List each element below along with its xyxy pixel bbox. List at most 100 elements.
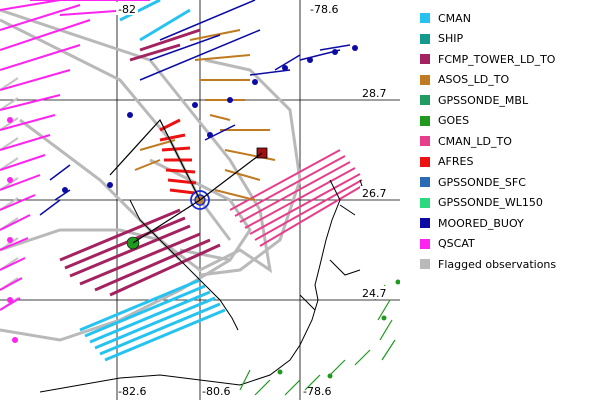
cman-ld-to-barbs	[229, 149, 363, 247]
lon-label-top-2: -78.6	[310, 3, 338, 16]
lat-label-1: 28.7	[362, 87, 387, 100]
goes-point	[327, 373, 333, 379]
legend: CMAN SHIP FCMP_TOWER_LD_TO ASOS_LD_TO GPSSON…	[420, 8, 598, 275]
legend-swatch	[420, 33, 430, 44]
legend-label: GOES	[438, 114, 470, 128]
legend-swatch	[420, 156, 430, 167]
moored-buoy-point	[192, 102, 198, 108]
cman-barbs-top	[119, 0, 191, 42]
moored-buoy-point	[107, 182, 113, 188]
moored-buoy-barbs-left	[39, 164, 71, 216]
qscat-point	[7, 117, 13, 123]
legend-swatch	[420, 95, 430, 106]
legend-item[interactable]: GPSSONDE_SFC	[420, 172, 598, 193]
asos-ld-to-barbs	[134, 29, 276, 201]
legend-label: GPSSONDE_WL150	[438, 196, 543, 210]
legend-label: MOORED_BUOY	[438, 216, 524, 230]
lon-label-top-1-bg	[116, 2, 138, 15]
moored-buoy-point	[207, 132, 213, 138]
moored-buoy-point	[252, 79, 258, 85]
legend-item[interactable]: GPSSONDE_MBL	[420, 90, 598, 111]
cman-layer	[79, 0, 226, 362]
gpssonde-ring-outer	[190, 190, 210, 210]
afres-barbs	[159, 118, 197, 195]
moored-buoy-point	[352, 45, 358, 51]
legend-swatch	[420, 74, 430, 85]
legend-swatch	[420, 259, 430, 270]
legend-swatch	[420, 238, 430, 249]
legend-swatch	[420, 13, 430, 24]
legend-item[interactable]: QSCAT	[420, 234, 598, 255]
legend-swatch	[420, 115, 430, 126]
flight-track	[109, 118, 263, 244]
lat-label-2-bg	[360, 186, 388, 199]
qscat-point	[7, 177, 13, 183]
cman-barbs	[79, 278, 226, 362]
lon-label-bottom-3: -78.6	[303, 385, 331, 398]
goes-point	[381, 315, 387, 321]
legend-item[interactable]: SHIP	[420, 29, 598, 50]
legend-label: CMAN	[438, 11, 471, 25]
legend-label: GPSSONDE_SFC	[438, 175, 526, 189]
legend-label: SHIP	[438, 32, 464, 46]
moored-buoy-point	[127, 112, 133, 118]
cman-ld-to-layer	[229, 149, 363, 247]
florida-west-coast	[129, 199, 239, 331]
fcmp-tower-barbs-top	[129, 28, 201, 62]
legend-label: Flagged observations	[438, 257, 557, 271]
moored-buoy-point	[227, 97, 233, 103]
legend-label: ASOS_LD_TO	[438, 73, 510, 87]
legend-item[interactable]: MOORED_BUOY	[420, 213, 598, 234]
moored-buoy-barbs-top	[139, 0, 261, 81]
florida-east-coast	[39, 179, 341, 393]
legend-label: GPSSONDE_MBL	[438, 93, 529, 107]
legend-item[interactable]: ASOS_LD_TO	[420, 70, 598, 91]
lat-label-1-bg	[360, 86, 388, 99]
qscat-point	[7, 297, 13, 303]
qscat-layer	[0, 0, 150, 311]
qscat-barbs	[0, 0, 91, 311]
asos-ld-to-layer	[134, 29, 276, 201]
moored-buoy-layer	[39, 0, 351, 216]
legend-item[interactable]: AFRES	[420, 152, 598, 173]
fcmp-tower-layer	[59, 28, 221, 297]
lon-label-bottom-1: -82.6	[118, 385, 146, 398]
flagged-track-5	[149, 158, 252, 262]
legend-item[interactable]: GOES	[420, 111, 598, 132]
legend-item[interactable]: FCMP_TOWER_LD_TO	[420, 49, 598, 70]
legend-item[interactable]: CMAN	[420, 8, 598, 29]
legend-swatch	[420, 54, 430, 65]
moored-buoy-point	[332, 49, 338, 55]
afres-layer	[159, 118, 197, 195]
moored-buoy-point	[62, 187, 68, 193]
lat-label-3: 24.7	[362, 287, 387, 300]
moored-buoy-barbs	[204, 44, 351, 141]
legend-item[interactable]: CMAN_LD_TO	[420, 131, 598, 152]
goes-points	[277, 279, 400, 379]
legend-item[interactable]: GPSSONDE_WL150	[420, 193, 598, 214]
moored-buoy-points	[62, 45, 358, 193]
legend-label: QSCAT	[438, 237, 475, 251]
moored-buoy-point	[307, 57, 313, 63]
legend-swatch	[420, 177, 430, 188]
qscat-point	[7, 237, 13, 243]
qscat-points	[7, 117, 18, 343]
lon-label-bottom-2: -80.6	[202, 385, 230, 398]
moored-buoy-point	[282, 65, 288, 71]
lat-label-2: 26.7	[362, 187, 387, 200]
lon-label-top-2-bg	[308, 2, 338, 15]
track-line-branch	[109, 118, 201, 201]
legend-swatch	[420, 218, 430, 229]
legend-label: AFRES	[438, 155, 474, 169]
legend-label: FCMP_TOWER_LD_TO	[438, 52, 556, 66]
observation-map[interactable]: -82 -78.6 28.7 26.7 24.7 -82.6 -80.6 -78…	[0, 0, 400, 400]
legend-swatch	[420, 136, 430, 147]
lon-label-top-1: -82	[118, 3, 136, 16]
lat-label-3-bg	[360, 286, 388, 299]
legend-label: CMAN_LD_TO	[438, 134, 512, 148]
fcmp-tower-barbs	[59, 208, 221, 297]
legend-item[interactable]: Flagged observations	[420, 254, 598, 275]
goes-point	[395, 279, 400, 285]
goes-point	[277, 369, 283, 375]
